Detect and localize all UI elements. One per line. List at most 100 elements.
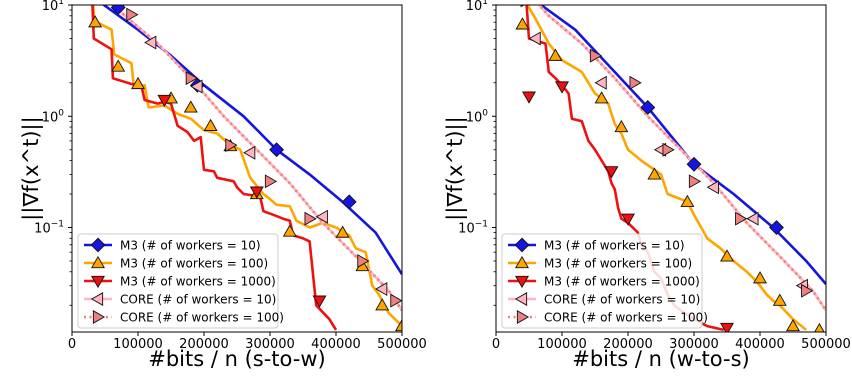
y-tick-label: 101: [466, 0, 488, 14]
series-4-marker-2: [594, 75, 607, 90]
y-tick-exponent: 1: [482, 0, 488, 7]
y-tick-label: 10−1: [458, 220, 488, 237]
legend-marker-2: [91, 255, 105, 269]
series-5-marker-6: [357, 254, 370, 268]
series-5-marker-4: [264, 174, 278, 189]
axes-frame: [495, 4, 827, 333]
series-1-marker-1: [640, 100, 656, 115]
series-2-marker-12: [375, 298, 390, 311]
legend-label-5: CORE (# of workers = 100): [120, 311, 284, 325]
y-axis-label: ||∇f(x^t)||: [443, 116, 468, 220]
series-3-marker-1: [522, 91, 536, 104]
y-tick-base: 10: [466, 0, 483, 14]
y-tick-base: 10: [42, 110, 59, 125]
x-tick-label: 400000: [735, 337, 785, 352]
series-line-2: [526, 5, 808, 331]
legend-marker-4: [514, 292, 528, 306]
legend-marker-1: [514, 237, 530, 253]
series-3-marker-2: [249, 186, 264, 199]
x-tick-label: 300000: [245, 337, 295, 352]
series-1-marker-3: [769, 220, 784, 235]
legend: M3 (# of workers = 10) M3 (# of workers =…: [77, 233, 284, 329]
series-2-marker-11: [814, 322, 825, 332]
y-tick-label: 101: [42, 0, 64, 14]
legend-box: [77, 233, 279, 329]
legend-marker-2: [515, 255, 529, 269]
series-2-marker-5: [183, 100, 198, 113]
y-tick-label: 10−1: [34, 220, 64, 237]
x-axis-label: #bits / n (w-to-s): [572, 347, 749, 371]
series-4-marker-5: [375, 282, 388, 296]
plot-area: [88, 5, 402, 332]
y-tick-exponent: 1: [58, 0, 64, 7]
series-3-marker-2: [555, 81, 569, 94]
series-5-marker-3: [629, 75, 642, 90]
series-4-marker-5: [746, 211, 759, 226]
x-tick-label: 0: [68, 337, 76, 352]
x-axis-label: #bits / n (s-to-w): [148, 347, 325, 371]
x-tick-label: 300000: [669, 337, 719, 352]
y-tick-label: 100: [42, 108, 65, 125]
series-2-marker-1: [88, 15, 103, 28]
series-5-marker-5: [304, 211, 317, 226]
y-tick-base: 10: [34, 222, 51, 237]
series-3-marker-1: [157, 94, 172, 108]
series-1-marker-4: [341, 194, 357, 210]
series-2-marker-13: [395, 318, 402, 332]
series-2-marker-2: [111, 59, 126, 72]
series-4-marker-1: [528, 31, 541, 46]
y-tick-label: 100: [466, 108, 489, 125]
y-tick-exponent: −1: [475, 220, 488, 230]
legend-label-1: M3 (# of workers = 10): [120, 239, 261, 253]
series-2-marker-4: [614, 119, 629, 133]
legend-label-3: M3 (# of workers = 1000): [120, 275, 276, 289]
legend: M3 (# of workers = 10) M3 (# of workers =…: [501, 233, 708, 329]
chart-2: 0 100000 200000 300000 400000 50000010110010−…: [443, 0, 851, 371]
series-5-marker-5: [688, 174, 702, 189]
legend-box: [501, 233, 703, 329]
legend-marker-3: [91, 275, 105, 289]
series-2-marker-6: [680, 194, 695, 207]
series-4-marker-4: [315, 209, 328, 224]
x-tick-label: 100000: [537, 337, 587, 352]
legend-marker-4: [90, 292, 104, 306]
y-tick-base: 10: [458, 222, 475, 237]
legend-label-5: CORE (# of workers = 100): [544, 311, 708, 325]
x-tick-label: 400000: [311, 337, 361, 352]
y-tick-exponent: 0: [482, 108, 488, 118]
legend-marker-5: [516, 310, 530, 324]
legend-marker-5: [92, 310, 106, 324]
series-2-marker-3: [594, 91, 609, 104]
legend-marker-3: [515, 275, 529, 289]
y-tick-exponent: −1: [51, 220, 64, 230]
series-5-marker-2: [185, 71, 198, 86]
series-2-marker-5: [647, 167, 662, 180]
series-2-marker-9: [282, 224, 297, 237]
series-2-marker-1: [515, 17, 530, 30]
axes-frame: [71, 4, 403, 333]
series-2-marker-8: [753, 271, 767, 284]
x-tick-label: 500000: [801, 337, 851, 352]
series-5-marker-7: [801, 283, 814, 298]
series-2-marker-10: [786, 318, 800, 332]
legend-label-1: M3 (# of workers = 10): [544, 239, 685, 253]
series-4-marker-3: [243, 145, 256, 160]
y-tick-base: 10: [466, 110, 483, 125]
series-5-marker-7: [390, 293, 402, 308]
series-2-marker-10: [335, 225, 350, 238]
series-2-marker-9: [772, 293, 787, 306]
series-5-marker-6: [735, 211, 748, 226]
series-2-marker-2: [548, 48, 563, 61]
series-line-1: [101, 5, 402, 275]
legend-label-4: CORE (# of workers = 10): [544, 293, 700, 307]
legend-label-4: CORE (# of workers = 10): [120, 293, 276, 307]
series-4-marker-2: [190, 79, 203, 94]
legend-label-3: M3 (# of workers = 1000): [544, 275, 700, 289]
x-tick-label: 0: [492, 337, 500, 352]
series-2-marker-7: [720, 249, 734, 262]
x-tick-label: 200000: [603, 337, 653, 352]
series-5-marker-2: [589, 48, 603, 63]
series-2-marker-6: [203, 118, 218, 131]
x-tick-label: 200000: [179, 337, 229, 352]
